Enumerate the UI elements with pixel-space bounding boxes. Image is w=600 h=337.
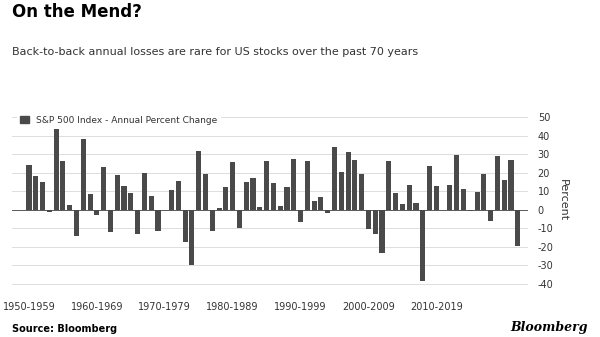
Bar: [230, 162, 235, 210]
Bar: [155, 210, 161, 231]
Bar: [217, 208, 221, 210]
Bar: [495, 156, 500, 210]
Bar: [61, 161, 65, 210]
Bar: [502, 180, 507, 210]
Bar: [271, 183, 276, 210]
Bar: [366, 210, 371, 228]
Bar: [386, 161, 391, 210]
Bar: [40, 182, 45, 210]
Bar: [515, 210, 520, 246]
Bar: [257, 207, 262, 210]
Bar: [339, 172, 344, 210]
Bar: [420, 210, 425, 281]
Bar: [461, 189, 466, 210]
Bar: [26, 165, 32, 210]
Bar: [176, 181, 181, 210]
Bar: [319, 196, 323, 210]
Bar: [203, 174, 208, 210]
Bar: [264, 161, 269, 210]
Bar: [135, 210, 140, 234]
Bar: [413, 203, 419, 210]
Bar: [373, 210, 378, 234]
Bar: [475, 192, 479, 210]
Bar: [223, 187, 229, 210]
Bar: [298, 210, 303, 222]
Bar: [284, 187, 290, 210]
Bar: [67, 205, 72, 210]
Bar: [169, 190, 174, 210]
Bar: [468, 210, 473, 211]
Bar: [108, 210, 113, 232]
Bar: [250, 178, 256, 210]
Bar: [182, 210, 188, 242]
Bar: [81, 139, 86, 210]
Legend: S&P 500 Index - Annual Percent Change: S&P 500 Index - Annual Percent Change: [17, 112, 221, 129]
Text: Bloomberg: Bloomberg: [511, 320, 588, 334]
Bar: [488, 210, 493, 221]
Bar: [74, 210, 79, 236]
Bar: [33, 176, 38, 210]
Bar: [332, 147, 337, 210]
Text: On the Mend?: On the Mend?: [12, 3, 142, 21]
Bar: [128, 193, 133, 210]
Bar: [359, 174, 364, 210]
Bar: [190, 210, 194, 265]
Text: Back-to-back annual losses are rare for US stocks over the past 70 years: Back-to-back annual losses are rare for …: [12, 47, 418, 57]
Bar: [244, 182, 249, 210]
Bar: [400, 204, 405, 210]
Bar: [53, 126, 59, 210]
Bar: [115, 175, 120, 210]
Bar: [508, 160, 514, 210]
Bar: [481, 174, 487, 210]
Text: Source: Bloomberg: Source: Bloomberg: [12, 324, 117, 334]
Bar: [311, 202, 317, 210]
Bar: [121, 186, 127, 210]
Bar: [427, 166, 432, 210]
Bar: [305, 161, 310, 210]
Bar: [434, 186, 439, 210]
Bar: [393, 193, 398, 210]
Bar: [346, 152, 350, 210]
Bar: [88, 194, 92, 210]
Bar: [196, 151, 201, 210]
Bar: [101, 167, 106, 210]
Bar: [454, 155, 459, 210]
Y-axis label: Percent: Percent: [557, 179, 568, 222]
Bar: [278, 206, 283, 210]
Bar: [291, 159, 296, 210]
Bar: [142, 173, 147, 210]
Bar: [448, 185, 452, 210]
Bar: [352, 160, 358, 210]
Bar: [94, 210, 100, 215]
Bar: [237, 210, 242, 228]
Bar: [210, 210, 215, 231]
Bar: [379, 210, 385, 253]
Bar: [325, 210, 330, 213]
Bar: [47, 210, 52, 212]
Bar: [149, 195, 154, 210]
Bar: [407, 185, 412, 210]
